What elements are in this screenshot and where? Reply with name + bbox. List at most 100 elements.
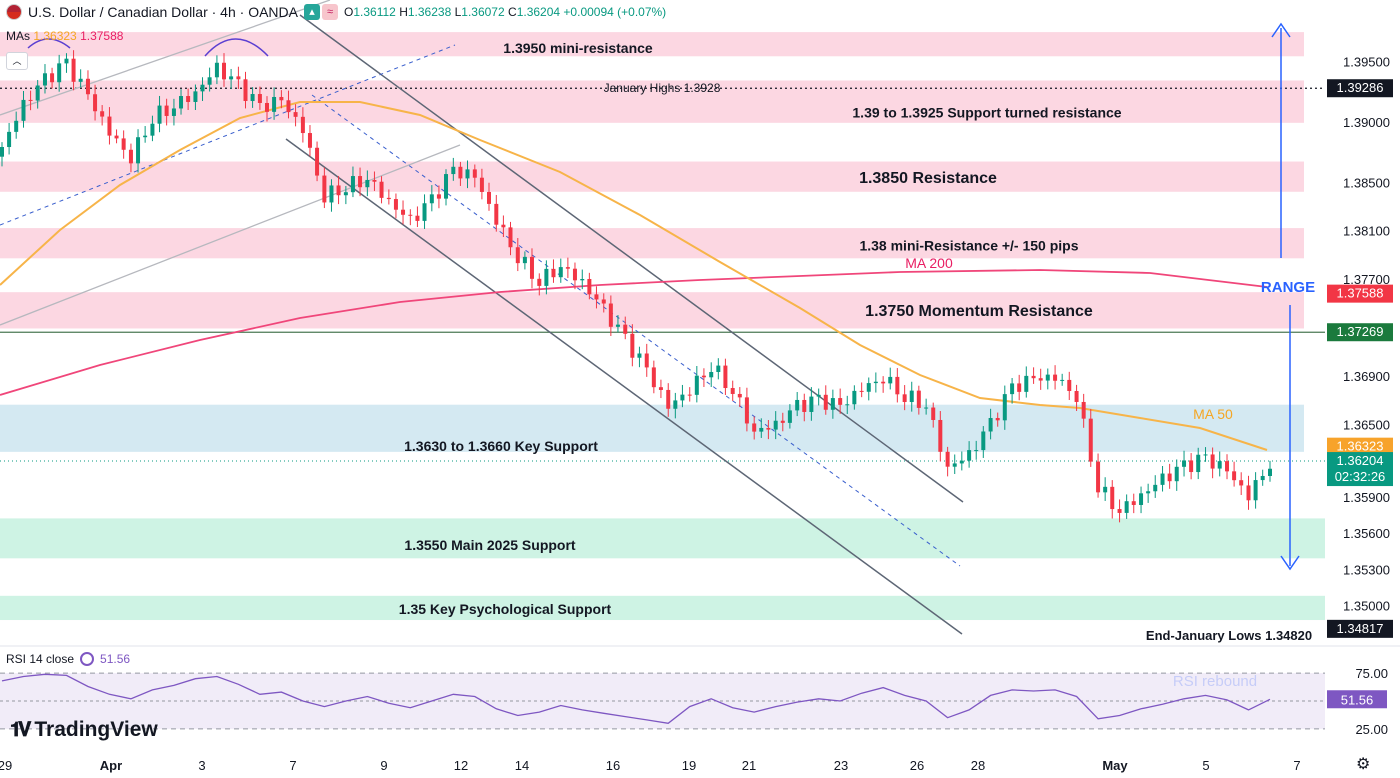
candle-body (150, 123, 155, 136)
candle-body (429, 194, 434, 204)
candle-body (766, 427, 771, 430)
candle-body (358, 176, 363, 188)
price-tick-label: 1.36500 (1343, 417, 1390, 432)
candle-body (888, 376, 893, 384)
time-tick-label: 14 (515, 758, 529, 773)
candle-body (1031, 375, 1036, 379)
candle-body (967, 450, 972, 461)
time-tick-label: 28 (971, 758, 985, 773)
candle-body (859, 390, 864, 392)
tradingview-logo: 𝟏𝐕 TradingView (10, 718, 158, 742)
candle-body (472, 169, 477, 178)
candle-body (1182, 460, 1187, 467)
candle-body (1146, 491, 1151, 494)
candle-body (479, 177, 484, 192)
candle-body (264, 102, 269, 112)
ma200-line (0, 269, 1268, 396)
candle-body (881, 381, 886, 384)
candle-body (279, 96, 284, 101)
time-tick-label: 7 (289, 758, 296, 773)
candle-body (508, 227, 513, 248)
candle-body (465, 169, 470, 179)
candle-body (386, 197, 391, 200)
price-tick-label: 1.35000 (1343, 599, 1390, 614)
range-arrow-down-head (1280, 555, 1300, 571)
candle-body (974, 450, 979, 452)
gear-icon[interactable]: ⚙ (1356, 756, 1371, 773)
rsi-settings-icon[interactable] (80, 652, 95, 666)
candle-body (1045, 374, 1050, 381)
candle-body (931, 407, 936, 420)
candle-body (909, 390, 914, 403)
candle-body (229, 76, 234, 80)
candle-body (666, 389, 671, 409)
candle-body (594, 294, 599, 300)
buy-chart-icon[interactable]: ▴ (304, 4, 320, 20)
candle-body (222, 62, 227, 80)
candle-body (143, 135, 148, 138)
candle-body (451, 166, 456, 175)
candle-body (365, 179, 370, 188)
zone-label-5: 1.3630 to 1.3660 Key Support (404, 438, 598, 454)
candle-body (128, 149, 133, 164)
rsi-value-badge (1327, 690, 1387, 709)
collapse-legend-icon[interactable]: ︿ (6, 52, 28, 70)
candle-body (680, 394, 685, 401)
ma-legend[interactable]: MAs 1.36323 1.37588 (6, 29, 123, 43)
candle-body (608, 303, 613, 327)
price-tick-label: 1.35600 (1343, 526, 1390, 541)
annotation-range: RANGE (1261, 279, 1315, 296)
candle-body (787, 410, 792, 423)
price-label-badge (1327, 284, 1393, 303)
header-buttons: ▴ ≈ (304, 4, 338, 20)
candle-body (744, 397, 749, 424)
candle-body (7, 131, 12, 148)
annotation-ma200: MA 200 (905, 255, 953, 271)
candle-body (286, 100, 291, 113)
candle-body (1110, 486, 1115, 510)
zone-2 (0, 161, 1304, 192)
candle-body (544, 268, 549, 286)
annotation-end-january-lows: End-January Lows 1.34820 (1146, 628, 1312, 643)
price-tick-label: 1.39000 (1343, 115, 1390, 130)
price-countdown-text: 02:32:26 (1335, 469, 1386, 484)
rsi-legend[interactable]: RSI 14 close 51.56 (6, 652, 130, 666)
candle-body (981, 431, 986, 451)
candle-body (938, 419, 943, 452)
ma50-line (0, 101, 1268, 451)
zone-7 (0, 595, 1325, 621)
candle-body (615, 324, 620, 327)
candle-body (501, 224, 506, 228)
price-label-badge (1327, 437, 1393, 456)
candle-body (1060, 379, 1065, 381)
swing-high-arc-2 (204, 38, 269, 57)
time-tick-label: 3 (198, 758, 205, 773)
candle-body (257, 94, 262, 103)
candle-body (838, 398, 843, 405)
zone-5 (0, 404, 1304, 452)
uptrend-dashed-line (0, 44, 456, 226)
price-label-text: 1.36323 (1337, 439, 1384, 454)
candle-body (401, 209, 406, 215)
candle-body (1225, 461, 1230, 472)
zone-label-3: 1.38 mini-Resistance +/- 150 pips (859, 238, 1078, 254)
candle-body (350, 176, 355, 193)
uptrend-support-line (0, 144, 461, 326)
candle-body (737, 393, 742, 398)
time-tick-label: 29 (0, 758, 12, 773)
channel-lower-line (285, 138, 963, 635)
candle-body (1124, 501, 1129, 513)
mas-label: MAs (6, 29, 30, 43)
price-tick-label: 1.38500 (1343, 175, 1390, 190)
candle-body (1074, 390, 1079, 402)
symbol-title[interactable]: U.S. Dollar / Canadian Dollar · 4h · OAN… (28, 4, 298, 20)
candle-body (1088, 418, 1093, 462)
candle-body (1067, 379, 1072, 391)
candle-body (572, 268, 577, 281)
candle-body (802, 399, 807, 412)
candle-body (0, 147, 4, 157)
candle-body (587, 278, 592, 295)
compare-icon[interactable]: ≈ (322, 4, 338, 20)
time-tick-label: 16 (606, 758, 620, 773)
